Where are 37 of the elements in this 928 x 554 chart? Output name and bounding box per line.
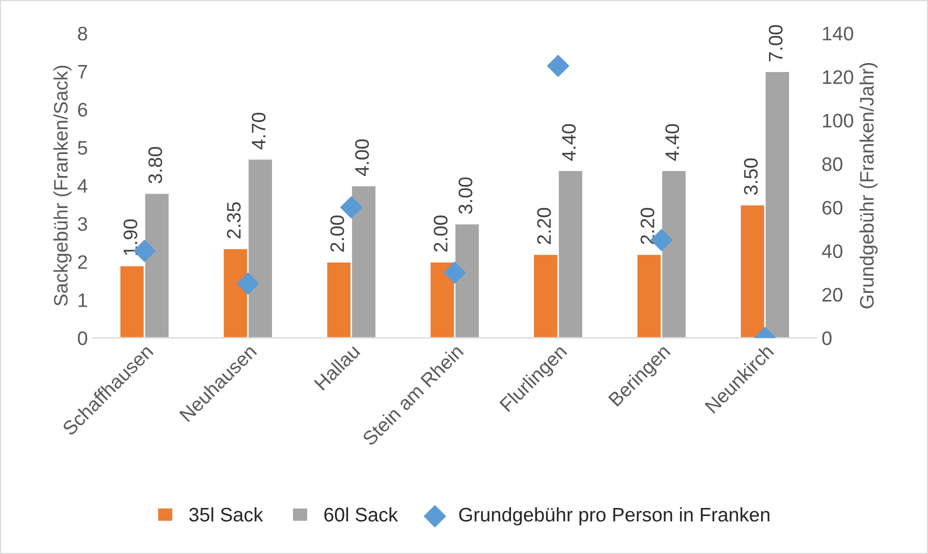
data-label: 2.20 <box>537 208 551 244</box>
data-label: 4.40 <box>665 124 680 161</box>
y-tick-label: 8 <box>78 26 88 40</box>
data-label: 3.00 <box>458 177 472 214</box>
y2-tick-label: 40 <box>822 244 842 258</box>
y2-tick-label: 140 <box>822 26 854 40</box>
y2-tick-label: 20 <box>822 288 842 302</box>
y2-tick-label: 120 <box>822 70 854 84</box>
data-label: 2.00 <box>434 216 448 252</box>
point <box>547 54 570 77</box>
y-tick-label: 5 <box>78 141 88 155</box>
data-label: 2.35 <box>226 202 241 238</box>
y-tick-label: 1 <box>78 294 87 307</box>
point <box>236 272 259 295</box>
data-label: 7.00 <box>768 25 783 62</box>
data-label: 3.50 <box>744 158 758 195</box>
y-tick-label: 3 <box>78 217 88 231</box>
y2-axis-title: Grundgebühr (Franken/Jahr) <box>859 63 878 308</box>
legend-label: Grundgebühr pro Person in Franken <box>459 507 770 526</box>
data-label: 4.40 <box>562 124 576 161</box>
y-tick-label: 4 <box>78 179 88 193</box>
y2-tick-label: 100 <box>822 114 854 128</box>
point <box>444 262 466 284</box>
y-tick-label: 6 <box>78 102 88 117</box>
y-tick-label: 7 <box>78 64 87 78</box>
y2-tick-label: 80 <box>822 157 842 172</box>
y2-tick-label: 60 <box>822 200 842 215</box>
y-tick-label: 0 <box>78 331 88 346</box>
y-axis-title: Sackgebühr (Franken/Sack) <box>53 66 72 306</box>
y2-tick-label: 0 <box>822 331 832 346</box>
y-tick-label: 2 <box>78 255 87 269</box>
data-label: 4.00 <box>355 139 369 176</box>
data-label: 4.70 <box>252 112 266 150</box>
legend-label: 35l Sack <box>189 507 264 522</box>
data-label: 2.00 <box>330 216 344 252</box>
legend-label: 60l Sack <box>324 507 398 522</box>
data-label: 3.80 <box>148 146 162 184</box>
